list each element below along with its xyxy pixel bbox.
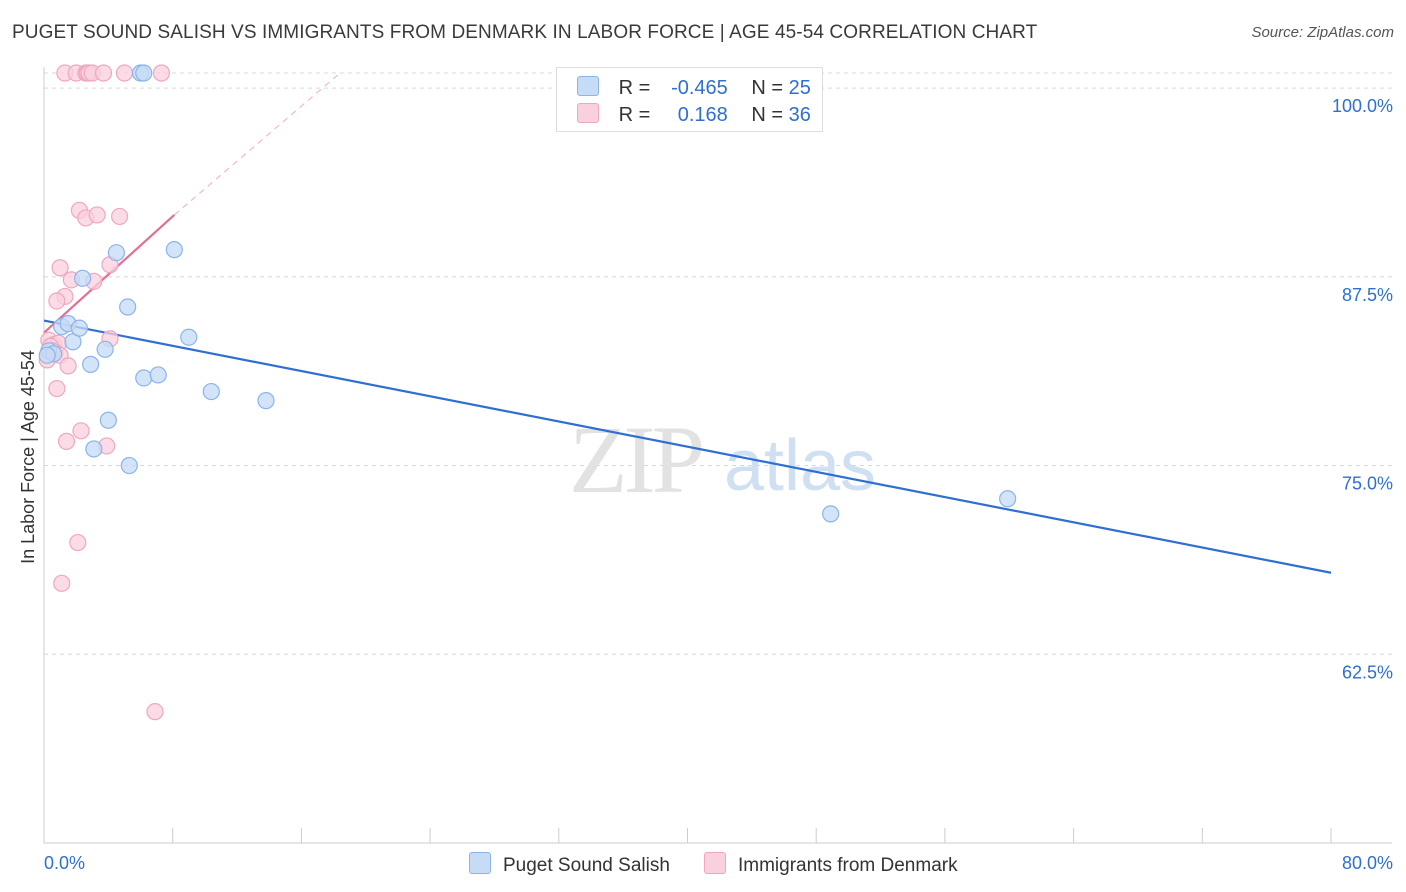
series-legend-salish[interactable]: Puget Sound Salish: [469, 852, 670, 877]
data-point-salish: [74, 269, 92, 287]
data-point-denmark: [48, 379, 66, 398]
gridlines: [44, 72, 1392, 655]
series-name-salish: Puget Sound Salish: [503, 855, 670, 876]
axes: [43, 67, 1392, 844]
trend-line-denmark: [43, 214, 176, 334]
data-point-denmark: [57, 432, 76, 450]
legend-swatch-denmark: [577, 103, 599, 123]
data-point-denmark: [88, 206, 106, 224]
x-tick-label-max: 80.0%: [1342, 853, 1393, 873]
legend-n-label: N =: [751, 104, 784, 126]
data-point-denmark: [111, 207, 129, 226]
data-point-salish: [82, 355, 100, 373]
data-point-denmark: [59, 357, 77, 375]
data-point-salish: [135, 64, 153, 82]
data-point-salish: [165, 241, 183, 259]
data-point-salish: [257, 392, 275, 410]
data-point-salish: [202, 382, 220, 401]
data-point-salish: [85, 440, 103, 458]
y-tick-label: 75.0%: [1342, 474, 1393, 494]
y-tick-label: 100.0%: [1332, 96, 1393, 116]
legend-n-value: 25: [788, 77, 811, 99]
y-tick-labels: 62.5% 75.0% 87.5% 100.0%: [1332, 96, 1393, 682]
data-point-salish: [107, 244, 125, 262]
series-swatch-salish: [469, 852, 491, 874]
data-point-denmark: [152, 64, 171, 82]
watermark-zip: ZIP: [569, 406, 702, 513]
legend-r-label: R =: [618, 104, 651, 126]
data-point-denmark: [94, 64, 113, 82]
legend-swatch-salish: [577, 76, 599, 96]
y-tick-label: 62.5%: [1342, 662, 1393, 682]
data-point-salish: [180, 328, 198, 346]
data-point-denmark: [72, 422, 90, 440]
data-point-salish: [120, 456, 138, 475]
series-name-denmark: Immigrants from Denmark: [738, 855, 958, 876]
trend-line-extension: [173, 72, 341, 216]
legend-r-label: R =: [618, 77, 651, 99]
data-point-salish: [38, 346, 56, 364]
y-tick-label: 87.5%: [1342, 285, 1393, 305]
chart-title: PUGET SOUND SALISH VS IMMIGRANTS FROM DE…: [12, 22, 1038, 43]
x-tick-label-min: 0.0%: [44, 853, 85, 873]
data-point-salish: [135, 369, 153, 387]
watermark-atlas: atlas: [724, 426, 876, 506]
data-point-salish: [999, 490, 1017, 508]
data-point-salish: [70, 319, 88, 337]
legend-row-denmark: R = 0.168 N = 36: [577, 103, 811, 127]
series-swatch-denmark: [704, 852, 726, 874]
legend-r-value: 0.168: [677, 104, 728, 126]
data-point-denmark: [48, 292, 66, 310]
source-label: Source: ZipAtlas.com: [1251, 24, 1394, 41]
data-point-denmark: [146, 703, 164, 721]
legend-n-value: 36: [788, 104, 811, 126]
trend-lines: [43, 72, 1332, 574]
data-point-salish: [99, 411, 117, 429]
data-point-salish: [119, 298, 137, 316]
legend-r-value: -0.465: [671, 77, 728, 99]
data-point-denmark: [69, 533, 87, 552]
data-point-denmark: [51, 259, 69, 277]
legend-n-label: N =: [751, 77, 784, 99]
data-point-denmark: [53, 574, 71, 592]
data-point-salish: [149, 366, 167, 384]
series-legend-denmark[interactable]: Immigrants from Denmark: [704, 852, 958, 877]
trend-line-salish: [43, 319, 1332, 574]
data-point-denmark: [115, 64, 134, 82]
y-axis-label: In Labor Force | Age 45-54: [18, 350, 38, 564]
data-points: [38, 64, 1017, 721]
legend-row-salish: R = -0.465 N = 25: [577, 76, 811, 100]
data-point-salish: [822, 505, 840, 523]
data-point-salish: [96, 340, 114, 358]
correlation-legend: R = -0.465 N = 25 R = 0.168 N = 36: [556, 67, 823, 132]
